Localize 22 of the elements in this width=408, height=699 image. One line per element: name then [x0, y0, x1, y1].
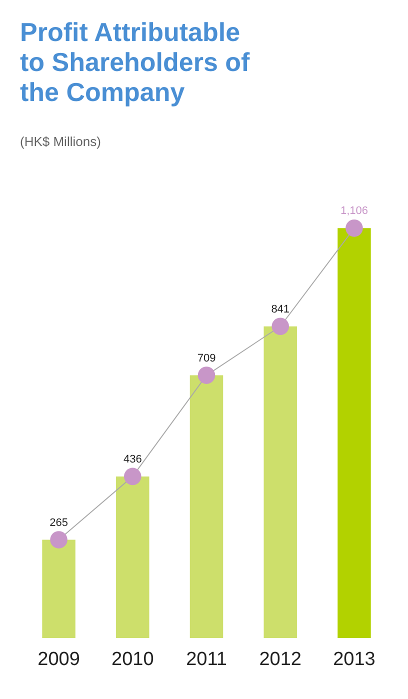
- bar: [116, 476, 150, 638]
- chart-subtitle: (HK$ Millions): [20, 134, 101, 149]
- bar: [338, 228, 371, 638]
- bar: [264, 326, 297, 638]
- data-label: 1,106: [340, 205, 368, 218]
- point: [198, 366, 216, 384]
- x-tick-label: 2013: [333, 649, 376, 670]
- bar: [42, 540, 76, 638]
- chart-title: Profit Attributable to Shareholders of the Company: [20, 17, 250, 107]
- data-label: 436: [123, 453, 142, 466]
- x-tick-label: 2009: [38, 649, 80, 670]
- bar: [190, 375, 224, 638]
- point: [124, 468, 142, 486]
- point: [346, 220, 363, 237]
- data-label: 841: [271, 303, 290, 316]
- x-tick-label: 2010: [112, 649, 154, 670]
- point: [272, 318, 290, 336]
- data-label: 709: [197, 352, 216, 364]
- x-tick-label: 2012: [259, 649, 302, 670]
- data-label: 265: [50, 516, 68, 529]
- point: [50, 531, 68, 548]
- x-tick-label: 2011: [186, 649, 227, 670]
